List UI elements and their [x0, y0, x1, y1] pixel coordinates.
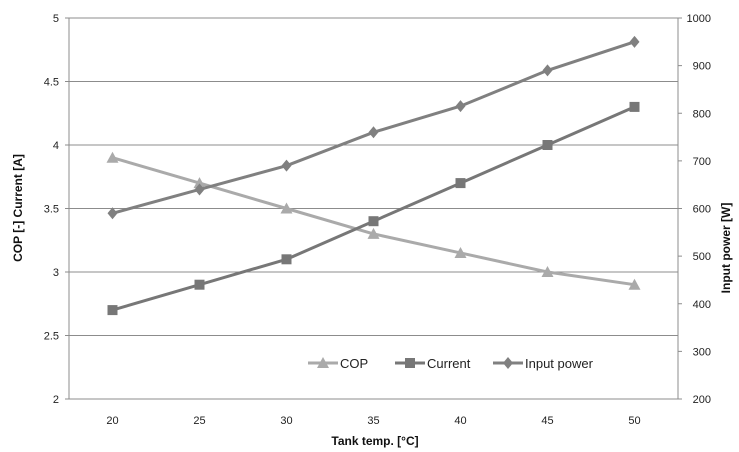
x-tick-label: 30	[280, 415, 292, 427]
legend-label: COP	[340, 356, 368, 371]
series-current	[107, 101, 640, 316]
data-point	[454, 246, 467, 258]
legend-marker	[317, 357, 329, 368]
data-point	[542, 64, 553, 77]
legend: COP Current Input power	[308, 356, 594, 371]
right-y-tick-labels: 200 300 400 500 600 700 800 900 1000	[678, 13, 711, 406]
data-point	[281, 254, 292, 265]
right-y-axis-label: Input power [W]	[719, 203, 733, 294]
data-point	[367, 227, 380, 239]
left-tick-label: 2.5	[44, 331, 59, 343]
left-y-tick-labels: 2 2.5 3 3.5 4 4.5 5	[44, 13, 69, 406]
right-tick-label: 600	[693, 204, 711, 216]
legend-marker	[503, 357, 513, 369]
data-point	[194, 279, 205, 290]
left-tick-label: 3.5	[44, 204, 59, 216]
x-tick-label: 45	[541, 415, 553, 427]
left-tick-label: 4	[53, 140, 59, 152]
data-point	[368, 126, 379, 139]
data-point	[280, 202, 293, 214]
x-tick-labels: 20 25 30 35 40 45 50	[106, 415, 640, 427]
legend-item: Input power	[493, 356, 594, 371]
data-point	[107, 207, 118, 220]
data-point	[193, 177, 206, 189]
data-point	[542, 140, 553, 150]
data-point	[194, 183, 205, 196]
x-tick-label: 35	[367, 415, 379, 427]
legend-item: Current	[395, 356, 471, 371]
right-tick-label: 300	[693, 346, 711, 358]
data-point	[629, 35, 640, 48]
data-point	[455, 100, 466, 113]
data-point	[281, 159, 292, 172]
series-cop	[106, 151, 641, 290]
right-tick-label: 200	[693, 394, 711, 406]
data-point	[541, 266, 554, 277]
legend-label: Input power	[525, 356, 594, 371]
series-lines	[106, 35, 641, 316]
left-tick-label: 4.5	[44, 77, 59, 89]
x-tick-label: 25	[193, 415, 205, 427]
right-tick-label: 400	[693, 299, 711, 311]
data-point	[629, 101, 640, 112]
series-input-power	[107, 35, 640, 220]
data-point	[368, 216, 379, 227]
x-tick-label: 40	[454, 415, 466, 427]
right-tick-label: 1000	[687, 13, 711, 25]
left-y-axis-label: COP [-] Current [A]	[11, 154, 25, 262]
data-point	[106, 151, 119, 163]
left-tick-label: 3	[53, 267, 59, 279]
data-point	[107, 305, 118, 316]
right-tick-label: 500	[693, 251, 711, 263]
left-tick-label: 5	[53, 13, 59, 25]
legend-label: Current	[427, 356, 471, 371]
legend-item: COP	[308, 356, 368, 371]
left-tick-label: 2	[53, 394, 59, 406]
right-tick-label: 900	[693, 61, 711, 73]
x-axis-label: Tank temp. [°C]	[331, 434, 418, 448]
legend-marker	[405, 358, 415, 368]
data-point	[628, 278, 641, 290]
right-tick-label: 700	[693, 156, 711, 168]
right-tick-label: 800	[693, 108, 711, 120]
x-tick-label: 50	[628, 415, 640, 427]
data-point	[455, 178, 466, 189]
x-tick-label: 20	[106, 415, 118, 427]
